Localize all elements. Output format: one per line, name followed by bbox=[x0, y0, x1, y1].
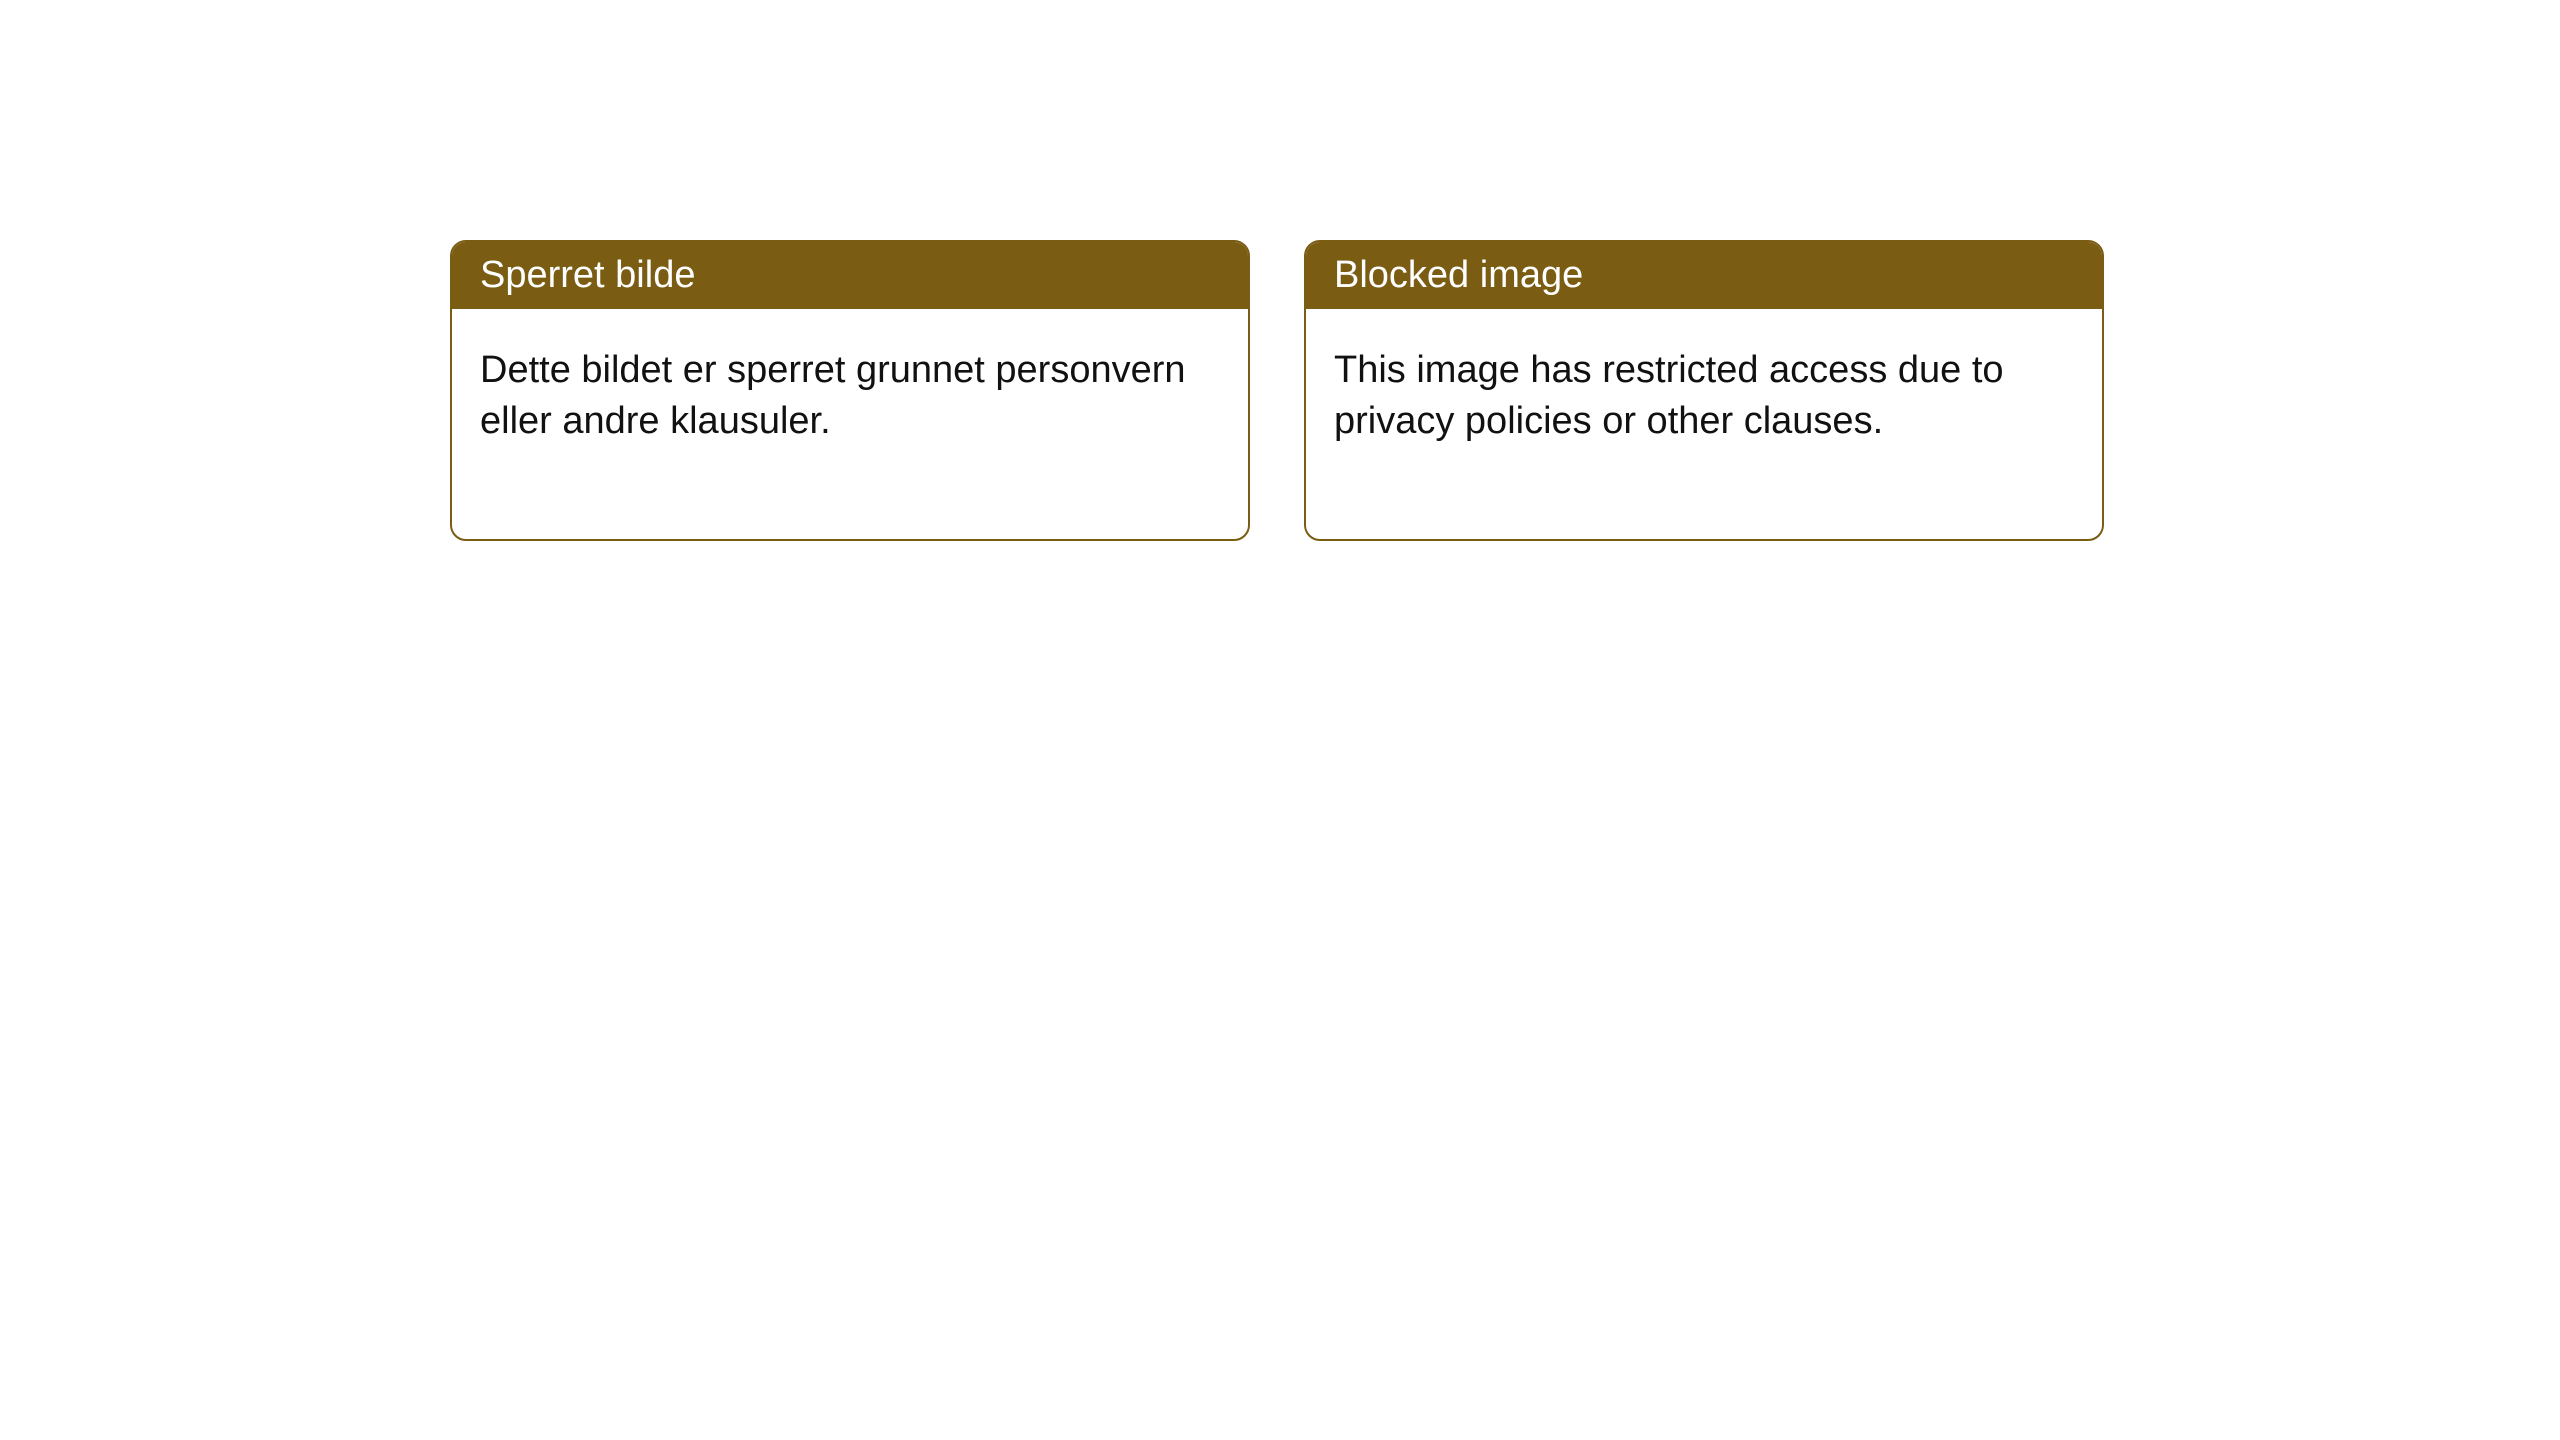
notice-title-no: Sperret bilde bbox=[452, 242, 1248, 309]
notice-card-en: Blocked image This image has restricted … bbox=[1304, 240, 2104, 541]
notice-container: Sperret bilde Dette bildet er sperret gr… bbox=[0, 0, 2560, 541]
notice-body-en: This image has restricted access due to … bbox=[1306, 309, 2102, 539]
notice-body-no: Dette bildet er sperret grunnet personve… bbox=[452, 309, 1248, 539]
notice-card-no: Sperret bilde Dette bildet er sperret gr… bbox=[450, 240, 1250, 541]
notice-title-en: Blocked image bbox=[1306, 242, 2102, 309]
